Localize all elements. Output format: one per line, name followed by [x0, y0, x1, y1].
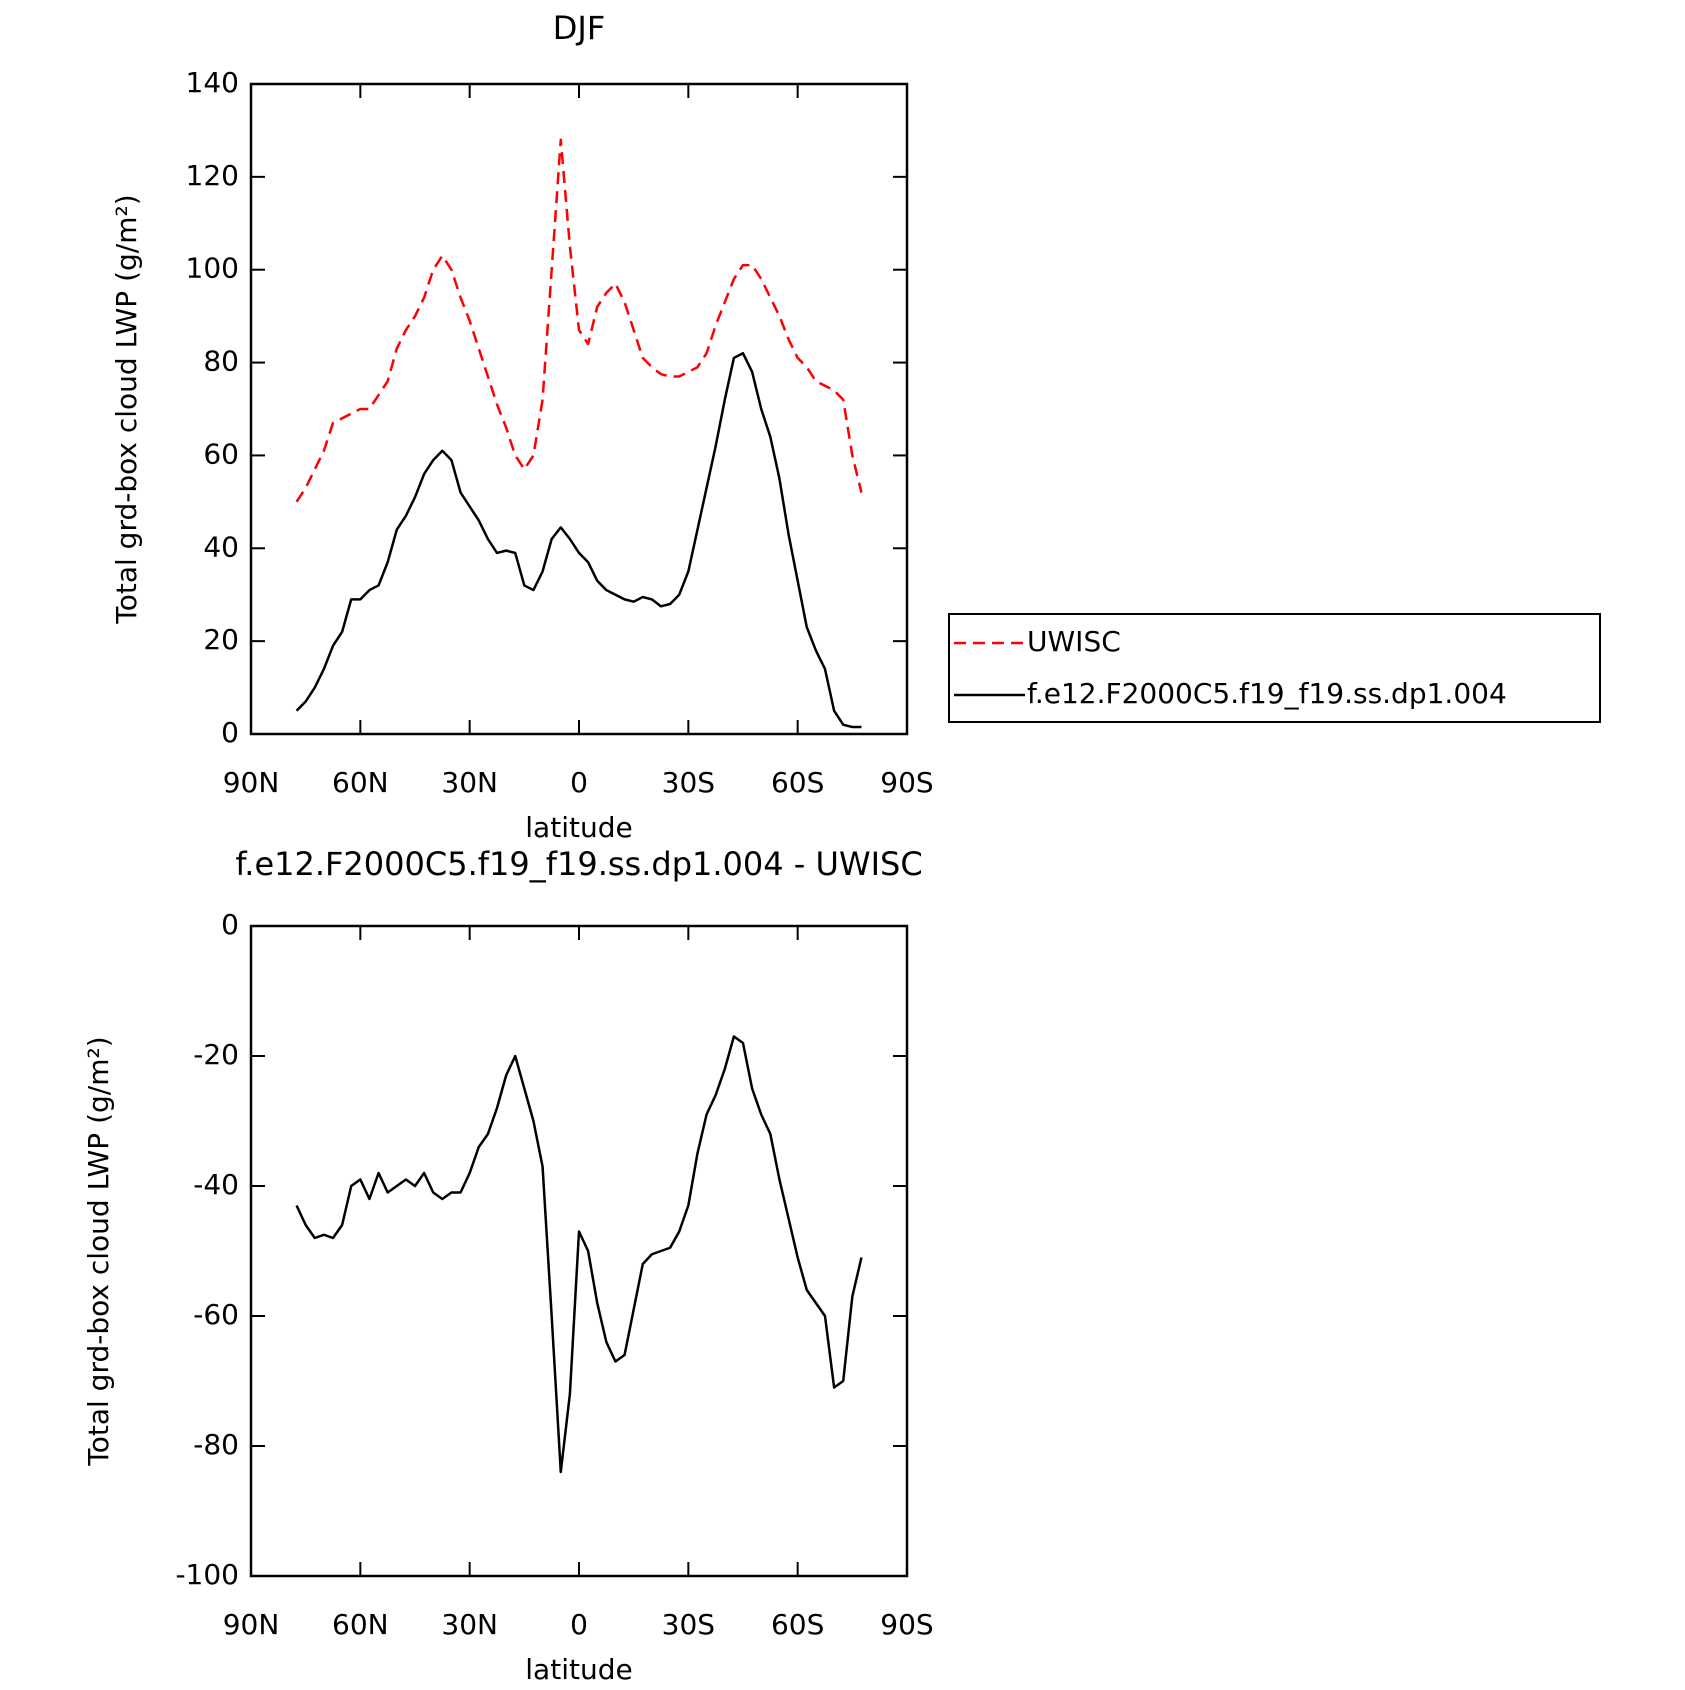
y-tick-label: 20 [203, 623, 239, 656]
x-tick-label: 0 [570, 766, 588, 799]
y-tick-label: -40 [193, 1168, 239, 1201]
y-tick-label: 100 [186, 252, 239, 285]
x-tick-label: 90N [223, 766, 280, 799]
legend-label: f.e12.F2000C5.f19_f19.ss.dp1.004 [1027, 677, 1507, 710]
y-tick-label: -20 [193, 1038, 239, 1071]
x-tick-label: 60S [771, 1608, 824, 1641]
x-axis-label: latitude [525, 1653, 632, 1686]
y-tick-label: 140 [186, 66, 239, 99]
x-tick-label: 30S [662, 1608, 715, 1641]
plot-frame [249, 82, 909, 736]
y-tick-label: 120 [186, 159, 239, 192]
y-tick-label: 0 [221, 716, 239, 749]
data-line [295, 352, 862, 729]
y-axis-label: Total grd-box cloud LWP (g/m²) [110, 194, 143, 624]
x-tick-label: 60N [332, 1608, 389, 1641]
y-tick-label: -100 [175, 1558, 239, 1591]
y-tick-label: -60 [193, 1298, 239, 1331]
x-tick-label: 30N [441, 766, 498, 799]
legend-box [948, 613, 1601, 723]
y-tick-label: 0 [221, 908, 239, 941]
x-tick-label: 90S [880, 766, 933, 799]
chart-title: DJF [553, 9, 605, 47]
legend-label: UWISC [1027, 625, 1121, 658]
data-line [295, 1035, 863, 1474]
y-tick-label: -80 [193, 1428, 239, 1461]
x-tick-label: 30N [441, 1608, 498, 1641]
x-tick-label: 60N [332, 766, 389, 799]
y-tick-label: 60 [203, 437, 239, 470]
chart-title: f.e12.F2000C5.f19_f19.ss.dp1.004 - UWISC [235, 845, 922, 883]
y-axis-label: Total grd-box cloud LWP (g/m²) [82, 1036, 115, 1466]
y-tick-label: 40 [203, 530, 239, 563]
x-tick-label: 0 [570, 1608, 588, 1641]
y-tick-label: 80 [203, 345, 239, 378]
x-tick-label: 90N [223, 1608, 280, 1641]
x-tick-label: 30S [662, 766, 715, 799]
data-line [295, 138, 863, 503]
x-axis-label: latitude [525, 811, 632, 844]
x-tick-label: 90S [880, 1608, 933, 1641]
x-tick-label: 60S [771, 766, 824, 799]
